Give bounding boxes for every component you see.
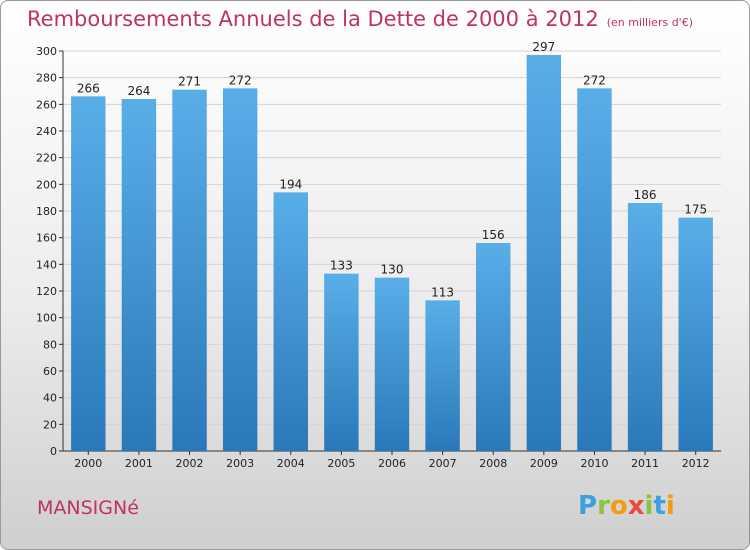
x-tick-label-2008: 2008 <box>479 457 507 470</box>
logo-letter: t <box>653 491 666 521</box>
x-tick-label-2000: 2000 <box>74 457 102 470</box>
bar-2010 <box>577 88 612 451</box>
bar-2012 <box>678 217 713 451</box>
data-label-2000: 266 <box>77 81 100 95</box>
proxiti-logo: Proxiti <box>578 491 675 521</box>
y-tick-label: 80 <box>43 338 57 351</box>
data-label-2009: 297 <box>532 40 555 54</box>
data-label-2005: 133 <box>330 259 353 273</box>
x-tick-label-2007: 2007 <box>429 457 457 470</box>
logo-letter: r <box>597 491 610 521</box>
bar-2007 <box>425 300 460 451</box>
data-label-2011: 186 <box>634 188 657 202</box>
data-label-2010: 272 <box>583 73 606 87</box>
data-label-2002: 271 <box>178 75 201 89</box>
y-tick-label: 120 <box>36 285 57 298</box>
y-tick-label: 180 <box>36 205 57 218</box>
logo-letter: i <box>665 491 675 521</box>
y-tick-label: 40 <box>43 392 57 405</box>
bar-2003 <box>222 88 258 451</box>
y-tick-label: 200 <box>36 178 57 191</box>
x-tick-label-2002: 2002 <box>176 457 204 470</box>
city-name: MANSIGNé <box>37 497 139 519</box>
x-tick-label-2006: 2006 <box>378 457 406 470</box>
data-label-2003: 272 <box>229 73 252 87</box>
bar-2006 <box>374 277 410 451</box>
data-label-2004: 194 <box>279 177 302 191</box>
logo-letter: P <box>578 491 598 521</box>
y-tick-label: 0 <box>50 445 57 458</box>
x-tick-label-2001: 2001 <box>125 457 153 470</box>
data-label-2008: 156 <box>482 228 505 242</box>
bar-2005 <box>324 273 359 451</box>
data-label-2007: 113 <box>431 285 454 299</box>
x-tick-label-2009: 2009 <box>530 457 558 470</box>
y-tick-label: 60 <box>43 365 57 378</box>
y-tick-label: 160 <box>36 232 57 245</box>
bar-2000 <box>71 96 106 451</box>
x-tick-label-2005: 2005 <box>327 457 355 470</box>
chart-title: Remboursements Annuels de la Dette de 20… <box>27 7 693 31</box>
y-tick-label: 280 <box>36 72 57 85</box>
x-tick-label-2003: 2003 <box>226 457 254 470</box>
y-tick-label: 220 <box>36 152 57 165</box>
data-label-2006: 130 <box>381 263 404 277</box>
bars: 266 264 271 272 194 133 130 113 156 297 272 186 175 <box>71 40 713 452</box>
x-tick-label-2010: 2010 <box>580 457 608 470</box>
chart-title-text: Remboursements Annuels de la Dette de 20… <box>27 7 599 31</box>
data-label-2001: 264 <box>127 84 150 98</box>
logo-letter: x <box>627 491 645 521</box>
logo-letter: o <box>609 491 628 521</box>
chart-subtitle: (en milliers d'€) <box>606 16 693 29</box>
y-tick-label: 300 <box>36 45 57 58</box>
bar-2001 <box>121 99 157 451</box>
y-tick-label: 260 <box>36 98 57 111</box>
bar-2004 <box>273 192 308 452</box>
x-tick-label-2004: 2004 <box>277 457 305 470</box>
axes: 0 20 40 60 80 100 120 140 160 180 200 220 240 260 280 3… <box>36 45 721 470</box>
logo-letter: i <box>644 491 654 521</box>
y-tick-label: 140 <box>36 258 57 271</box>
bar-2009 <box>526 55 562 451</box>
bar-2002 <box>172 89 207 452</box>
y-tick-label: 100 <box>36 312 57 325</box>
bar-2011 <box>627 203 663 451</box>
x-tick-label-2011: 2011 <box>631 457 659 470</box>
x-tick-label-2012: 2012 <box>682 457 710 470</box>
y-tick-label: 20 <box>43 418 57 431</box>
bar-2008 <box>476 243 511 451</box>
data-label-2012: 175 <box>684 203 707 217</box>
y-tick-label: 240 <box>36 125 57 138</box>
